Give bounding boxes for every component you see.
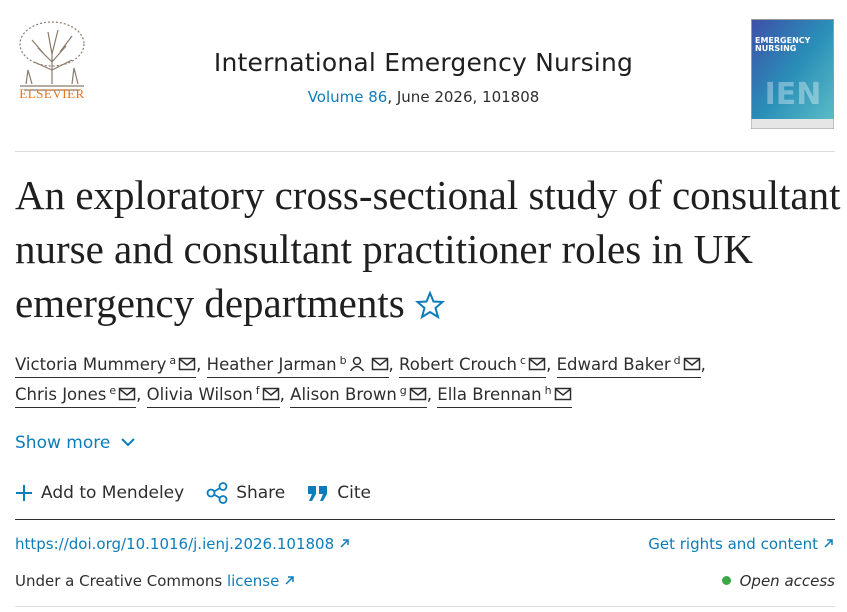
- email-icon: [528, 357, 546, 371]
- affiliation-mark: a: [169, 354, 177, 367]
- author-name: Olivia Wilson: [146, 385, 253, 404]
- affiliation-mark: b: [339, 354, 347, 367]
- external-icon: [340, 539, 349, 548]
- rights-text: Get rights and content: [648, 535, 818, 553]
- external-icon: [285, 576, 295, 585]
- doi-text: https://doi.org/10.1016/j.ienj.2026.1018…: [15, 535, 335, 553]
- cover-mark: IEN: [765, 77, 822, 112]
- author[interactable]: Heather Jarman b: [206, 351, 389, 378]
- action-bar: Add to Mendeley Share Cite: [15, 482, 371, 504]
- author[interactable]: Chris Jones e: [15, 381, 137, 408]
- journal-title[interactable]: International Emergency Nursing: [213, 48, 634, 77]
- email-icon: [409, 387, 427, 401]
- journal-cover[interactable]: EMERGENCY NURSING IEN: [751, 19, 834, 129]
- title-text: An exploratory cross-sectional study of …: [15, 172, 841, 326]
- email-icon: [683, 357, 700, 371]
- plus-icon: [16, 485, 32, 501]
- email-icon: [371, 357, 388, 371]
- favorite-star[interactable]: [414, 290, 446, 320]
- chevron: [121, 438, 135, 447]
- author-name: Robert Crouch: [399, 355, 518, 374]
- divider: [15, 519, 835, 520]
- issue-line: Volume 86, June 2026, 101808: [0, 88, 847, 106]
- email-icon: [118, 387, 136, 401]
- affiliation-mark: g: [399, 384, 407, 397]
- external-icon: [824, 539, 833, 548]
- license-prefix: Under a Creative Commons: [15, 572, 223, 590]
- author[interactable]: Ella Brennan h: [437, 381, 572, 408]
- divider: [15, 606, 835, 607]
- cite-label: Cite: [337, 483, 371, 503]
- separator: ,: [426, 385, 433, 404]
- separator: ,: [388, 355, 394, 374]
- share-icon: [206, 482, 228, 504]
- publisher-logo[interactable]: ELSEVIER: [14, 18, 90, 104]
- author[interactable]: Robert Crouch c: [399, 351, 547, 378]
- author-name: Ella Brennan: [437, 385, 542, 404]
- share-button[interactable]: Share: [206, 482, 285, 504]
- corresponding-icon: [349, 356, 364, 371]
- article-title: An exploratory cross-sectional study of …: [15, 168, 845, 330]
- show-more[interactable]: Show more: [15, 433, 136, 453]
- author-name: Heather Jarman: [206, 355, 337, 374]
- separator: ,: [279, 385, 285, 404]
- author-name: Alison Brown: [290, 385, 397, 404]
- separator: ,: [700, 355, 706, 374]
- status-dot: [721, 576, 731, 585]
- license-line: Under a Creative Commons license: [15, 572, 296, 590]
- author-name: Edward Baker: [556, 355, 671, 374]
- author[interactable]: Victoria Mummery a: [15, 351, 197, 378]
- affiliation-mark: e: [109, 384, 117, 397]
- share-label: Share: [236, 483, 286, 503]
- affiliation-mark: d: [673, 354, 681, 367]
- cover-title: EMERGENCY NURSING: [755, 37, 811, 53]
- issue-info: , June 2026, 101808: [387, 88, 540, 106]
- cite-button[interactable]: Cite: [307, 482, 371, 504]
- mendeley-label: Add to Mendeley: [41, 483, 185, 503]
- cite-icon: [308, 486, 328, 501]
- license-link[interactable]: license: [227, 572, 296, 590]
- author[interactable]: Olivia Wilson f: [146, 381, 280, 408]
- show-more-label: Show more: [15, 433, 111, 453]
- author-list: Victoria Mummery a, Heather Jarman b, Robe…: [15, 350, 835, 410]
- rights-link[interactable]: Get rights and content: [648, 535, 835, 553]
- email-icon: [554, 387, 571, 401]
- license-text: license: [226, 572, 280, 590]
- author-name: Chris Jones: [15, 385, 107, 404]
- affiliation-mark: f: [255, 384, 260, 397]
- affiliation-mark: h: [544, 384, 552, 397]
- open-access: Open access: [721, 572, 835, 590]
- affiliation-mark: c: [520, 354, 527, 367]
- open-access-label: Open access: [739, 572, 835, 590]
- author[interactable]: Edward Baker d: [556, 351, 701, 378]
- mendeley-button[interactable]: Add to Mendeley: [15, 482, 184, 504]
- publisher-name: ELSEVIER: [19, 86, 84, 101]
- doi-link[interactable]: https://doi.org/10.1016/j.ienj.2026.1018…: [15, 535, 351, 553]
- separator: ,: [196, 355, 202, 374]
- author-name: Victoria Mummery: [15, 355, 167, 374]
- author[interactable]: Alison Brown g: [290, 381, 427, 408]
- separator: ,: [136, 385, 142, 404]
- divider: [15, 151, 835, 152]
- email-icon: [262, 387, 279, 401]
- volume-link[interactable]: Volume 86: [307, 88, 388, 106]
- email-icon: [178, 357, 196, 371]
- separator: ,: [546, 355, 552, 374]
